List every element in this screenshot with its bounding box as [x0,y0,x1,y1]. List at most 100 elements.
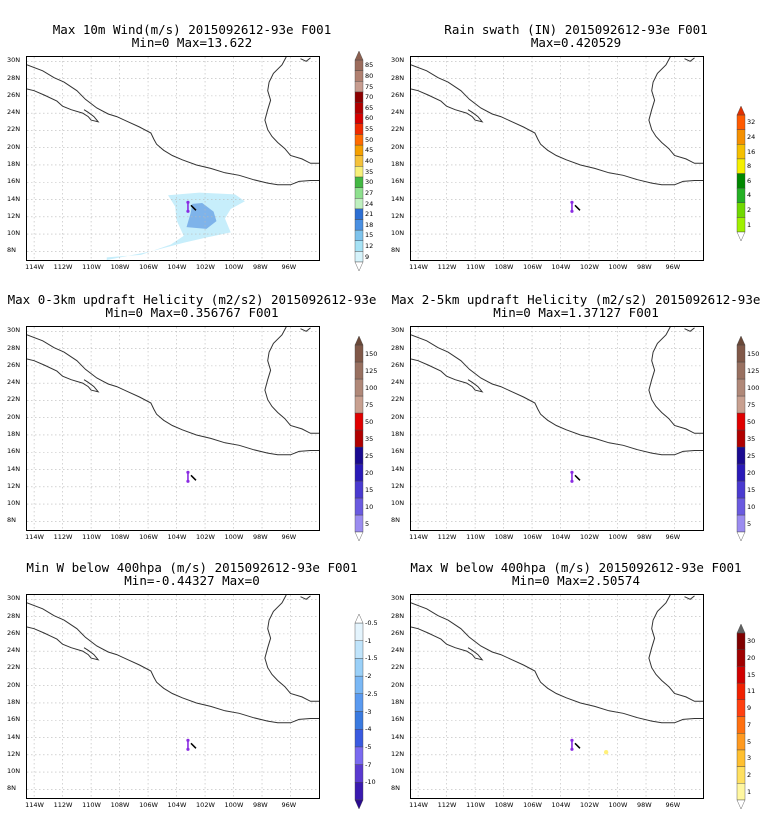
lat-tick-label: 22N [391,395,405,404]
lat-tick-label: 24N [391,646,405,655]
map-panel-4: Max 2-5km updraft Helicity (m2/s2) 20150… [384,270,768,546]
colorbar-arrow [736,531,746,542]
panel-stats: Min=-0.44327 Max=0 [124,573,260,588]
lat-tick-label: 28N [7,611,21,620]
coastline [411,358,484,393]
colorbar-label: -4 [365,725,372,734]
storm-track-marker [570,470,581,483]
colorbar-label: 2 [747,770,752,779]
colorbar-swatch [736,666,746,684]
colorbar-label: 12 [365,242,374,251]
lon-tick-label: 108W [110,263,130,271]
lat-tick-label: 18N [391,159,405,168]
colorbar-label: 40 [365,157,374,165]
colorbar-label: 5 [747,519,752,528]
colorbar-swatch [354,711,364,730]
map-frame [26,326,320,531]
coastline [411,64,703,186]
colorbar-arrow [736,623,746,634]
colorbar-arrow [354,799,364,810]
lon-tick-label: 114W [409,263,428,271]
colorbar-label: 6 [747,176,752,185]
lat-tick-label: 20N [7,680,21,689]
lat-tick-label: 16N [7,715,21,724]
map-canvas [411,57,703,260]
colorbar-label: 60 [365,114,374,123]
colorbar-swatch [736,344,746,363]
colorbar-swatch [354,480,364,499]
colorbar-label: 70 [365,93,374,102]
lat-tick-label: 24N [391,108,405,117]
colorbar-arrow [354,261,364,272]
colorbar-swatch [736,732,746,751]
colorbar-label: 5 [747,737,752,746]
colorbar-swatch [736,173,746,189]
colorbar-swatch [736,361,746,380]
lat-tick-label: 30N [7,326,21,335]
lat-tick-label: 10N [391,229,405,238]
map-frame [410,56,704,261]
lat-tick-label: 8N [7,784,16,793]
lat-tick-label: 10N [7,229,21,238]
lon-tick-label: 112W [437,263,457,271]
colorbar-swatch [354,251,364,263]
colorbar-label: -5 [365,742,372,751]
colorbar-arrow [354,50,364,61]
coastline [684,57,695,62]
lat-tick-label: 22N [7,395,21,404]
lat-tick-label: 18N [7,429,21,438]
colorbar-swatch [354,102,364,114]
colorbar-swatch [736,395,746,414]
map-frame [410,326,704,531]
colorbar-swatch [354,144,364,156]
lat-tick-label: 14N [391,732,405,741]
coastline [27,64,319,186]
colorbar-label: 4 [747,191,752,200]
map-canvas [27,57,319,260]
lon-tick-label: 102W [196,801,215,809]
lon-tick-label: 98W [637,801,652,809]
colorbar-label: 11 [747,687,756,696]
coastline [300,57,311,62]
lat-tick-label: 20N [7,412,21,421]
colorbar-swatch [736,114,746,130]
colorbar-swatch [736,514,746,533]
lon-tick-label: 114W [25,263,44,271]
colorbar-swatch [354,344,364,363]
lat-tick-label: 22N [391,663,405,672]
lat-tick-label: 10N [391,767,405,776]
colorbar-swatch [354,361,364,380]
colorbar-label: -1 [365,636,372,645]
colorbar-label: -0.5 [365,619,378,627]
colorbar-label: 15 [365,485,374,494]
colorbar-swatch [736,429,746,448]
colorbar-label: 20 [365,468,374,477]
coastline [27,334,319,456]
coastline [264,595,319,702]
lat-tick-label: 26N [391,628,405,637]
colorbar-label: 150 [747,349,760,358]
colorbar-label: 35 [365,167,374,176]
lon-tick-label: 110W [82,801,101,809]
colorbar-swatch [736,187,746,203]
lon-tick-label: 96W [665,801,681,809]
lon-tick-label: 106W [139,533,158,541]
colorbar-swatch [354,429,364,448]
colorbar-swatch [736,766,746,784]
colorbar-label: 15 [747,485,756,494]
colorbar-swatch [736,480,746,499]
colorbar-label: 65 [365,103,374,112]
colorbar-swatch [354,782,364,801]
lat-tick-label: 18N [7,697,21,706]
coastline [684,327,695,332]
colorbar-label: 20 [747,468,756,477]
coastline [264,57,319,164]
lon-tick-label: 98W [253,263,268,271]
lon-tick-label: 102W [580,801,599,809]
lat-tick-label: 12N [391,211,405,220]
lon-tick-label: 106W [523,263,542,271]
coastline [684,595,695,600]
panel-title: Rain swath (IN) 2015092612-93e F001 [444,22,708,37]
lat-tick-label: 24N [7,108,21,117]
colorbar-label: 125 [747,366,760,375]
